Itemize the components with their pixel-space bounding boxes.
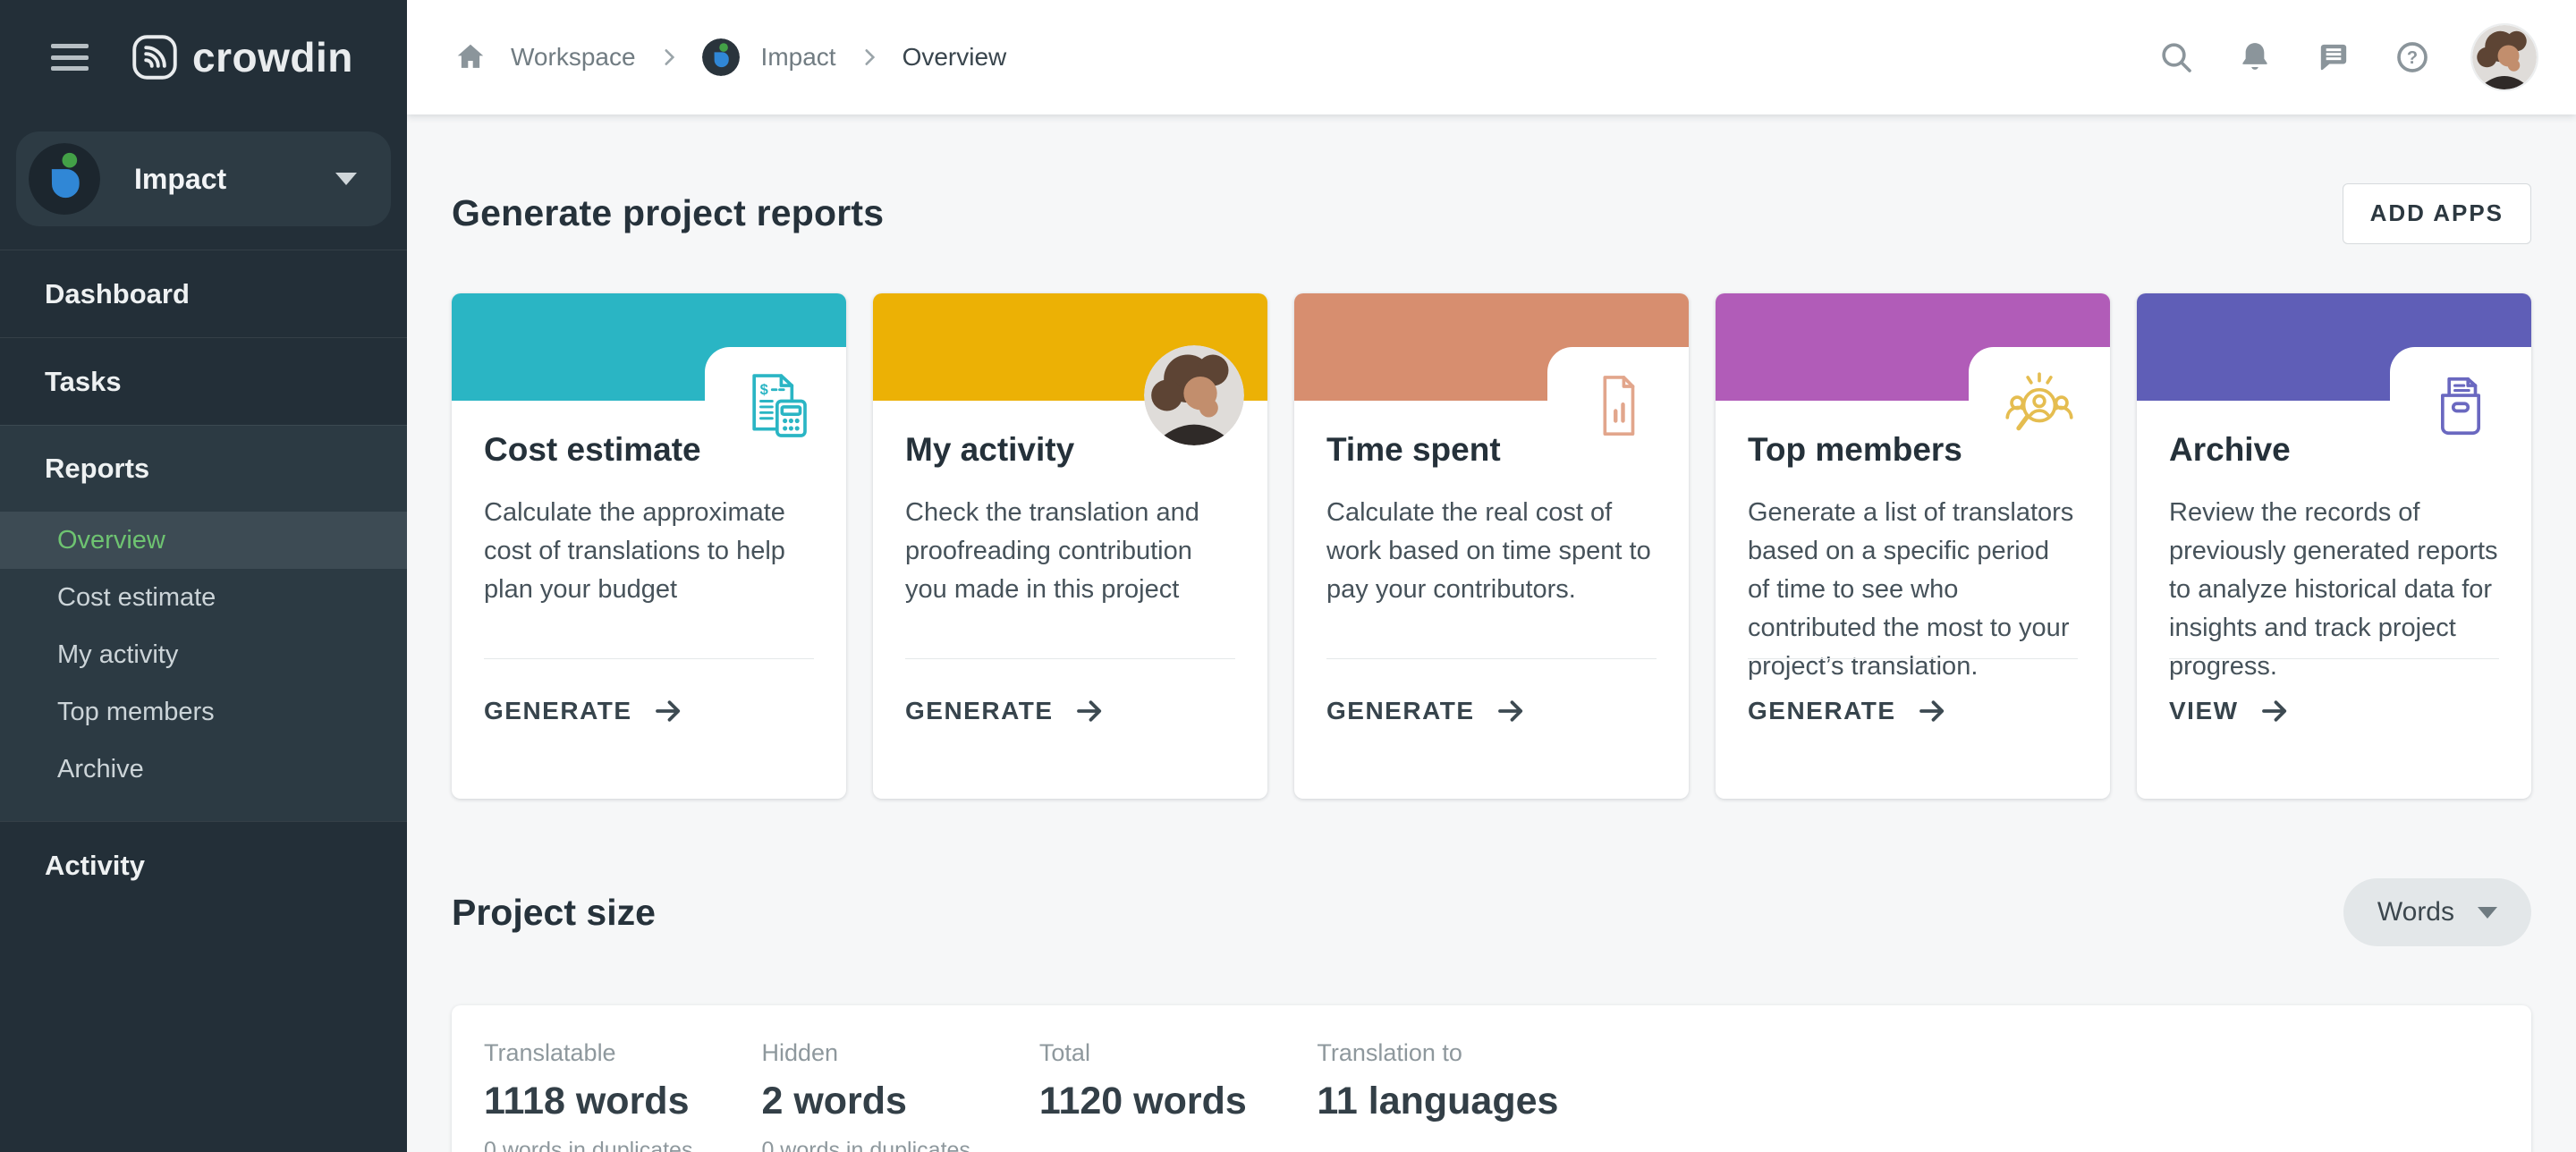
chevron-down-icon [335, 173, 357, 185]
card-icon-badge [2390, 346, 2531, 456]
user-avatar[interactable] [2472, 25, 2537, 89]
card-title: Time spent [1326, 430, 1501, 468]
breadcrumb: Workspace Impact Overview [452, 38, 2157, 76]
notifications-bell-icon[interactable] [2236, 38, 2274, 76]
arrow-right-icon [655, 700, 680, 722]
sidebar-item-activity[interactable]: Activity [0, 821, 407, 909]
sidebar-item-cost-estimate[interactable]: Cost estimate [57, 582, 216, 612]
stat-total: Total 1120 words [1038, 1038, 1247, 1122]
help-icon[interactable]: ? [2394, 38, 2431, 76]
brand-wordmark: crowdin [192, 34, 353, 80]
generate-link[interactable]: GENERATE [1748, 657, 2078, 727]
svg-text:?: ? [2407, 48, 2418, 68]
home-icon[interactable] [452, 38, 489, 76]
card-description: Review the records of previously generat… [2169, 497, 2498, 681]
invoice-calculator-icon: $ [752, 374, 807, 437]
card-title: My activity [905, 430, 1075, 468]
breadcrumb-project[interactable]: Impact [760, 43, 836, 71]
units-dropdown[interactable]: Words [2343, 878, 2531, 947]
sidebar-item-top-members[interactable]: Top members [57, 697, 215, 726]
topbar: Workspace Impact Overview [407, 0, 2576, 114]
arrow-right-icon [1076, 700, 1101, 722]
user-photo-badge [1144, 344, 1244, 445]
breadcrumb-workspace[interactable]: Workspace [511, 43, 636, 71]
stat-hidden: Hidden 2 words 0 words in duplicates [761, 1038, 970, 1152]
generate-link[interactable]: GENERATE [1326, 657, 1657, 727]
add-apps-button[interactable]: ADD APPS [2342, 182, 2531, 244]
sidebar-item-archive[interactable]: Archive [57, 754, 144, 784]
archive-box-icon [2441, 377, 2480, 436]
sidebar-nav: Dashboard Tasks Reports Overview Cost es… [0, 250, 407, 909]
card-title: Archive [2169, 430, 2291, 468]
card-description: Calculate the real cost of work based on… [1326, 497, 1651, 604]
report-cards: $ Cost estimate Calculate the approximat… [452, 292, 2531, 799]
project-size-stats-panel: Translatable 1118 words 0 words in dupli… [452, 1004, 2531, 1152]
arrow-right-icon [1497, 700, 1522, 722]
messages-icon[interactable] [2315, 38, 2352, 76]
card-cost-estimate: $ Cost estimate Calculate the approximat… [452, 292, 846, 799]
page-head: Generate project reports ADD APPS [452, 168, 2531, 259]
svg-text:$: $ [760, 382, 768, 398]
card-icon-badge [1969, 346, 2110, 456]
view-link[interactable]: VIEW [2169, 657, 2499, 727]
sidebar-header: crowdin [0, 0, 407, 114]
stat-translatable: Translatable 1118 words 0 words in dupli… [484, 1038, 693, 1152]
main-content: Generate project reports ADD APPS $ [407, 114, 2576, 1152]
card-time-spent: Time spent Calculate the real cost of wo… [1294, 292, 1689, 799]
sidebar-item-overview[interactable]: Overview [0, 512, 407, 569]
sidebar-item-dashboard[interactable]: Dashboard [0, 250, 407, 337]
card-description: Generate a list of translators based on … [1748, 497, 2074, 681]
stat-translation-to: Translation to 11 languages [1317, 1038, 1559, 1122]
chevron-right-icon [865, 49, 875, 65]
chevron-right-icon [664, 49, 674, 65]
generate-link[interactable]: GENERATE [905, 657, 1235, 727]
arrow-right-icon [1919, 700, 1944, 722]
members-search-icon [2005, 372, 2073, 431]
project-selector[interactable]: Impact [16, 131, 391, 226]
sidebar: crowdin Impact Dashboard Tasks Reports O… [0, 0, 407, 1152]
crowdin-logo-icon [131, 34, 178, 80]
sidebar-item-reports[interactable]: Reports [45, 453, 150, 484]
card-archive: Archive Review the records of previously… [2137, 292, 2531, 799]
arrow-right-icon [2261, 700, 2286, 722]
topbar-actions: ? [2157, 25, 2537, 89]
search-icon[interactable] [2157, 38, 2195, 76]
sidebar-item-my-activity[interactable]: My activity [57, 640, 179, 669]
card-title: Top members [1748, 430, 1962, 468]
menu-hamburger-icon[interactable] [51, 44, 89, 71]
card-description: Calculate the approximate cost of transl… [484, 497, 785, 604]
generate-link[interactable]: GENERATE [484, 657, 814, 727]
breadcrumb-project-avatar [701, 38, 740, 76]
page-title: Generate project reports [452, 192, 885, 234]
sidebar-reports-group: Reports Overview Cost estimate My activi… [0, 425, 407, 821]
project-avatar [29, 143, 100, 215]
card-my-activity: My activity Check the translation and pr… [873, 292, 1267, 799]
sidebar-item-tasks[interactable]: Tasks [0, 337, 407, 425]
chevron-down-icon [2478, 906, 2497, 919]
card-top-members: Top members Generate a list of translato… [1716, 292, 2110, 799]
card-description: Check the translation and proofreading c… [905, 497, 1199, 604]
card-title: Cost estimate [484, 430, 701, 468]
card-icon-badge [1547, 346, 1689, 456]
report-bars-document-icon [1603, 376, 1635, 436]
crowdin-logo[interactable]: crowdin [131, 33, 353, 81]
units-dropdown-value: Words [2377, 897, 2454, 928]
card-icon-badge: $ [705, 346, 846, 456]
project-name: Impact [134, 162, 227, 195]
breadcrumb-current-page: Overview [902, 43, 1007, 71]
project-size-title: Project size [452, 891, 656, 933]
project-size-head: Project size Words [452, 861, 2531, 964]
